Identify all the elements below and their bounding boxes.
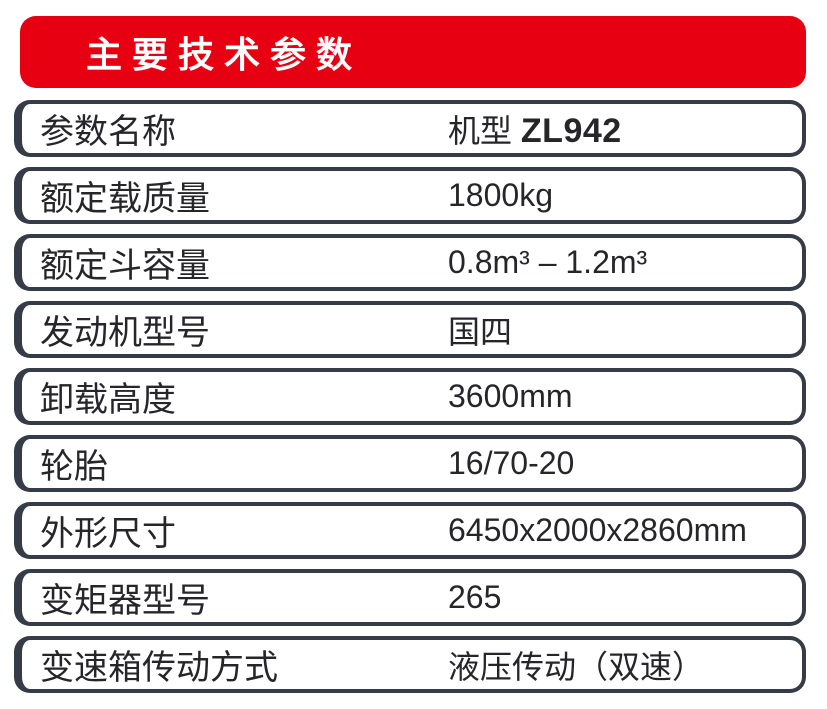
row-value: 265 — [448, 579, 502, 615]
row-label: 卸载高度 — [40, 381, 176, 419]
row-value: 6450x2000x2860mm — [448, 512, 747, 548]
table-row: 变矩器型号 265 — [14, 569, 806, 626]
table-row: 发动机型号 国四 — [14, 301, 806, 358]
row-value: 1800kg — [448, 177, 553, 213]
row-value-bold: ZL942 — [520, 111, 622, 150]
section-title: 主要技术参数 — [86, 34, 363, 75]
row-value: 国四 — [448, 313, 513, 350]
row-value: 液压传动（双速） — [448, 648, 705, 685]
table-row: 轮胎 16/70-20 — [14, 435, 806, 492]
row-label: 额定载质量 — [40, 180, 210, 218]
row-label: 发动机型号 — [40, 314, 210, 352]
table-row: 变速箱传动方式 液压传动（双速） — [14, 636, 806, 693]
row-label: 变矩器型号 — [40, 582, 210, 620]
table-row: 卸载高度 3600mm — [14, 368, 806, 425]
section-header-banner: 主要技术参数 — [20, 16, 806, 88]
row-value: 3600mm — [448, 378, 573, 414]
table-row: 额定斗容量 0.8m³ – 1.2m³ — [14, 234, 806, 291]
row-label: 外形尺寸 — [40, 515, 176, 553]
table-row: 外形尺寸 6450x2000x2860mm — [14, 502, 806, 559]
row-value: 16/70-20 — [448, 445, 575, 481]
row-label: 额定斗容量 — [40, 247, 210, 285]
row-label: 参数名称 — [40, 113, 176, 151]
row-value: 0.8m³ – 1.2m³ — [448, 244, 648, 280]
spec-table: 参数名称 机型 ZL942 额定载质量 1800kg 额定斗容量 0.8m³ –… — [14, 100, 806, 693]
table-row: 参数名称 机型 ZL942 — [14, 100, 806, 157]
row-value: 机型 ZL942 — [448, 111, 622, 150]
row-label: 变速箱传动方式 — [40, 649, 278, 687]
row-label: 轮胎 — [40, 448, 108, 486]
table-row: 额定载质量 1800kg — [14, 167, 806, 224]
